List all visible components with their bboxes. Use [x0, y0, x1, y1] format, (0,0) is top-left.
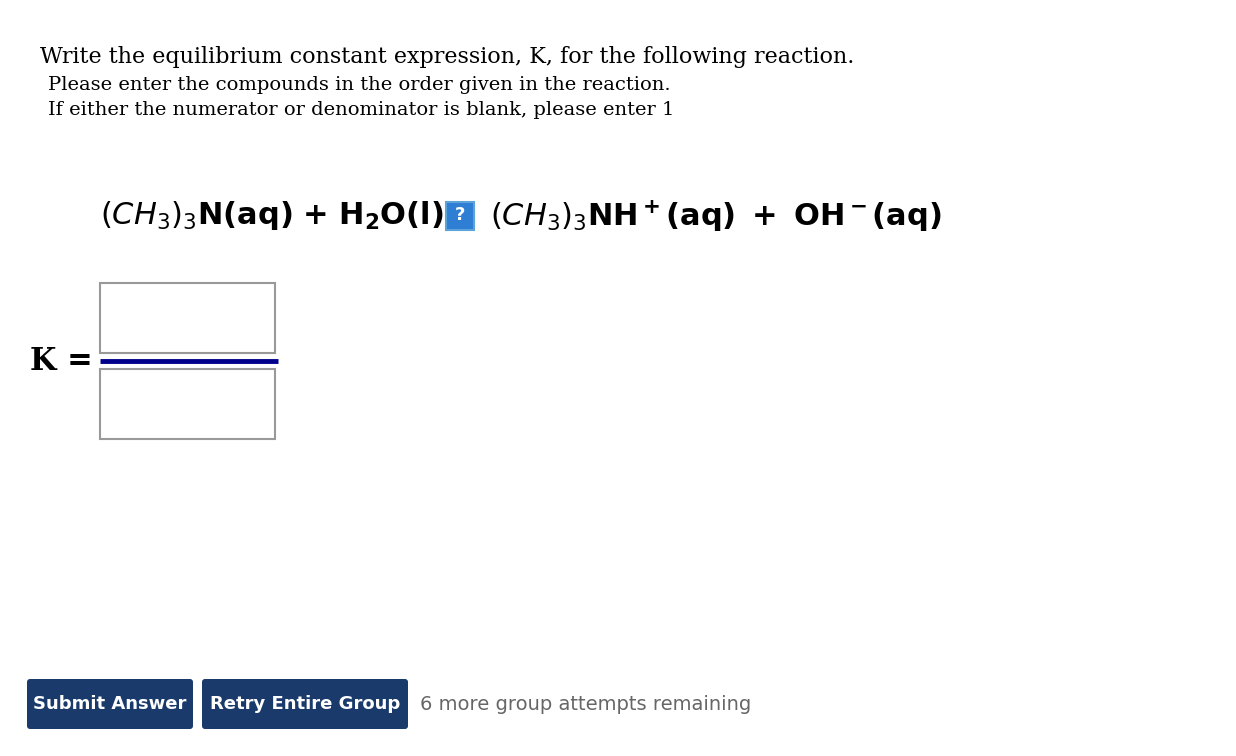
- Text: Write the equilibrium constant expression, K, for the following reaction.: Write the equilibrium constant expressio…: [40, 46, 854, 68]
- Text: Retry Entire Group: Retry Entire Group: [210, 695, 400, 713]
- Bar: [100, 283, 274, 353]
- FancyBboxPatch shape: [446, 202, 473, 230]
- Text: $(CH_3)_3\mathbf{NH^+(aq)\ +\ OH^-(aq)}$: $(CH_3)_3\mathbf{NH^+(aq)\ +\ OH^-(aq)}$: [489, 198, 942, 234]
- Text: Please enter the compounds in the order given in the reaction.: Please enter the compounds in the order …: [48, 76, 671, 94]
- FancyBboxPatch shape: [201, 679, 408, 729]
- Text: K =: K =: [30, 345, 93, 376]
- Text: If either the numerator or denominator is blank, please enter 1: If either the numerator or denominator i…: [48, 101, 675, 119]
- Text: 6 more group attempts remaining: 6 more group attempts remaining: [420, 695, 751, 714]
- Bar: [100, 369, 274, 439]
- Text: ?: ?: [455, 206, 465, 224]
- FancyBboxPatch shape: [27, 679, 193, 729]
- Text: $(CH_3)_3\mathbf{N(aq)}\ \mathbf{+}\ \mathbf{H_2O(l)}$: $(CH_3)_3\mathbf{N(aq)}\ \mathbf{+}\ \ma…: [100, 200, 444, 233]
- Text: Submit Answer: Submit Answer: [33, 695, 187, 713]
